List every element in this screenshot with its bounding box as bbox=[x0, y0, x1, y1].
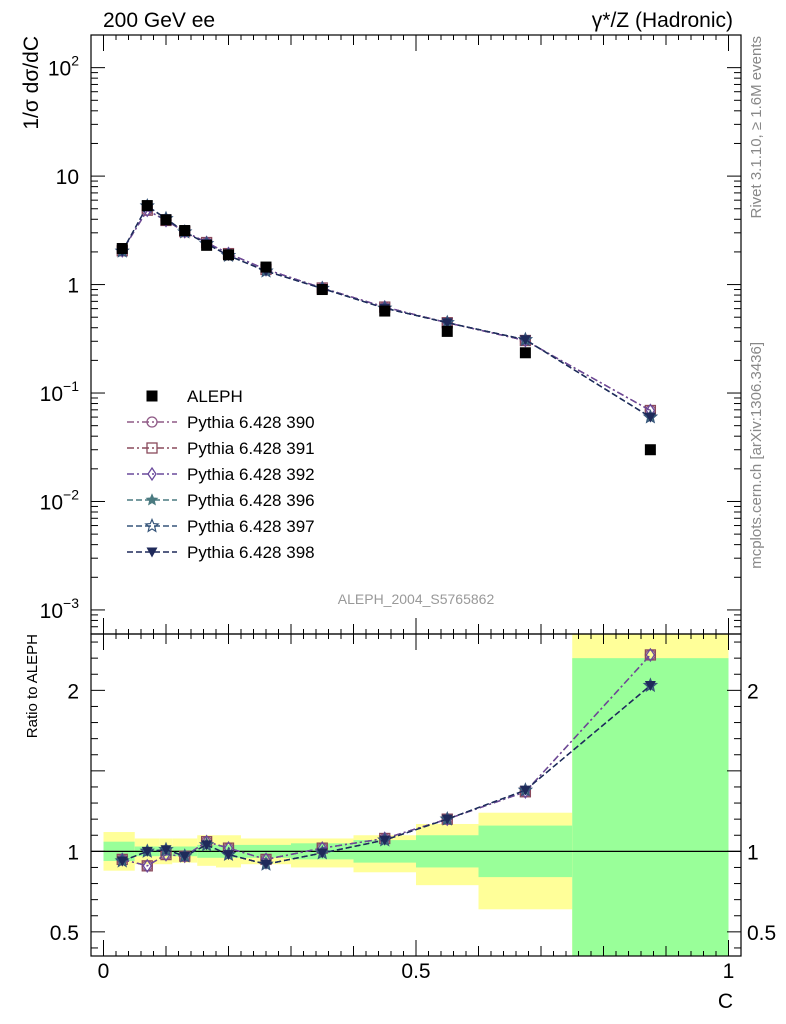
aleph-data-point bbox=[260, 261, 272, 273]
ratio-data-point bbox=[116, 856, 128, 867]
tick-exponent: −3 bbox=[63, 595, 79, 611]
tick-base: 10 bbox=[40, 600, 63, 623]
tick-base: 1 bbox=[67, 275, 79, 298]
legend-label: Pythia 6.428 398 bbox=[187, 543, 315, 562]
tick-base: 10 bbox=[40, 383, 63, 406]
legend-entry-0: Pythia 6.428 390 bbox=[127, 413, 315, 432]
legend-entry-aleph: ALEPH bbox=[146, 387, 243, 406]
ratio-data-point bbox=[160, 845, 172, 856]
mcplots-label: mcplots.cern.ch [arXiv:1306.3436] bbox=[748, 342, 765, 569]
legend-entry-4: Pythia 6.428 397 bbox=[127, 517, 315, 536]
aleph-data-point bbox=[316, 284, 328, 296]
stat-band bbox=[572, 658, 729, 956]
tick-exponent: 2 bbox=[71, 53, 79, 69]
aleph-data-point bbox=[116, 243, 128, 255]
ratio-data-point bbox=[379, 835, 391, 846]
main-data-point bbox=[644, 412, 656, 423]
analysis-label: ALEPH_2004_S5765862 bbox=[338, 591, 495, 607]
ratio-plot-frame bbox=[90, 633, 742, 957]
ratio-data-point bbox=[201, 840, 213, 851]
main-y-tick-label: 10−2 bbox=[40, 486, 80, 514]
legend-marker bbox=[146, 547, 158, 558]
legend-marker bbox=[145, 493, 159, 506]
x-tick-label: 1 bbox=[723, 960, 735, 983]
legend-marker bbox=[147, 466, 157, 482]
main-data-point bbox=[519, 335, 531, 346]
main-plot-frame bbox=[90, 34, 742, 635]
legend-marker bbox=[146, 390, 158, 402]
ratio-data-point bbox=[141, 846, 153, 857]
ratio-uncertainty-bands bbox=[103, 634, 729, 956]
main-data-point bbox=[441, 318, 453, 329]
x-tick-label: 0 bbox=[98, 960, 110, 983]
aleph-data-point bbox=[644, 444, 656, 456]
ratio-data-point bbox=[142, 858, 153, 874]
x-tick-label: 0.5 bbox=[401, 960, 430, 983]
aleph-data-point bbox=[519, 347, 531, 359]
legend-entry-2: Pythia 6.428 392 bbox=[127, 465, 315, 484]
x-axis-label: C bbox=[718, 990, 733, 1013]
legend: ALEPH Pythia 6.428 390 Pythia 6.428 391 Pyt… bbox=[127, 387, 315, 562]
aleph-data-point bbox=[223, 249, 234, 261]
aleph-data-point bbox=[441, 325, 453, 337]
ratio-data-point bbox=[260, 859, 272, 870]
rivet-label: Rivet 3.1.10, ≥ 1.6M events bbox=[748, 36, 765, 219]
ratio-data-point bbox=[223, 850, 234, 861]
tick-base: 10 bbox=[40, 491, 63, 514]
ratio-y-tick-label-left: 1 bbox=[67, 841, 79, 864]
tick-exponent: −1 bbox=[63, 378, 79, 394]
ratio-data-point bbox=[519, 785, 531, 796]
legend-label: Pythia 6.428 397 bbox=[187, 517, 315, 536]
legend-label: Pythia 6.428 396 bbox=[187, 491, 315, 510]
legend-entry-3: Pythia 6.428 396 bbox=[127, 491, 315, 510]
main-y-axis-label: 1/σ dσ/dC bbox=[20, 36, 43, 130]
tick-base: 10 bbox=[48, 58, 71, 81]
main-y-tick-label: 102 bbox=[48, 53, 79, 81]
ratio-y-tick-label-left: 0.5 bbox=[50, 922, 79, 945]
legend-label: Pythia 6.428 390 bbox=[187, 413, 315, 432]
ratio-data-point bbox=[441, 814, 453, 825]
main-series-line bbox=[121, 204, 651, 418]
ratio-y-tick-label-left: 2 bbox=[67, 680, 79, 703]
aleph-data-point bbox=[160, 214, 172, 226]
ratio-series-line bbox=[122, 654, 651, 867]
legend-marker bbox=[146, 416, 158, 428]
chart-title-left: 200 GeV ee bbox=[103, 9, 215, 32]
legend-label: Pythia 6.428 391 bbox=[187, 439, 315, 458]
aleph-data-series bbox=[116, 200, 656, 456]
aleph-data-point bbox=[179, 225, 191, 237]
ratio-y-tick-label-right: 2 bbox=[747, 680, 759, 703]
ratio-series-5 bbox=[116, 681, 656, 870]
ratio-data-point bbox=[645, 647, 656, 663]
legend-label: Pythia 6.428 392 bbox=[187, 465, 315, 484]
ratio-data-point bbox=[179, 851, 191, 862]
legend-entry-5: Pythia 6.428 398 bbox=[127, 543, 315, 562]
main-y-tick-label: 10 bbox=[56, 166, 79, 189]
main-y-tick-label: 10−3 bbox=[40, 595, 80, 623]
legend-label: ALEPH bbox=[187, 387, 243, 406]
legend-entry-1: Pythia 6.428 391 bbox=[127, 439, 315, 458]
tick-exponent: −2 bbox=[63, 486, 79, 502]
main-y-tick-label: 10−1 bbox=[40, 378, 80, 406]
aleph-data-point bbox=[141, 200, 153, 212]
series-layer bbox=[114, 197, 659, 874]
ratio-y-tick-label-right: 1 bbox=[747, 841, 759, 864]
ratio-data-point bbox=[316, 848, 328, 859]
ratio-series-line bbox=[122, 684, 651, 865]
ratio-data-point bbox=[644, 681, 656, 692]
ratio-y-tick-label-right: 0.5 bbox=[747, 922, 776, 945]
chart-title-right: γ*/Z (Hadronic) bbox=[592, 9, 733, 32]
aleph-data-point bbox=[379, 305, 391, 317]
legend-marker bbox=[144, 517, 160, 533]
aleph-data-point bbox=[201, 239, 213, 251]
legend-marker bbox=[146, 442, 158, 454]
ratio-y-axis-label: Ratio to ALEPH bbox=[24, 634, 41, 738]
tick-base: 10 bbox=[56, 166, 79, 189]
main-y-tick-label: 1 bbox=[67, 275, 79, 298]
